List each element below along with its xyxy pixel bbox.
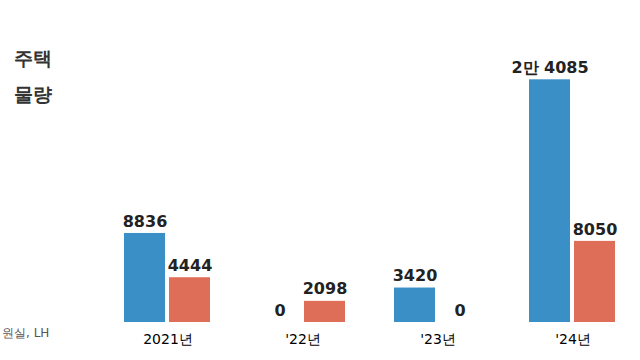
svg-text:'24년: '24년 bbox=[555, 331, 591, 347]
html-text:원실, LH: 원실, LH bbox=[2, 326, 50, 340]
svg-text:0: 0 bbox=[454, 301, 465, 320]
svg-text:2만 4085: 2만 4085 bbox=[511, 58, 588, 77]
svg-text:2098: 2098 bbox=[303, 279, 348, 298]
svg-text:4444: 4444 bbox=[168, 256, 213, 275]
svg-text:2021년: 2021년 bbox=[143, 331, 193, 347]
html-text:주택: 주택 bbox=[14, 47, 52, 69]
svg-text:3420: 3420 bbox=[393, 266, 438, 285]
svg-text:'23년: '23년 bbox=[420, 331, 456, 347]
svg-text:8836: 8836 bbox=[123, 212, 168, 231]
svg-text:'22년: '22년 bbox=[285, 331, 321, 347]
svg-text:0: 0 bbox=[274, 301, 285, 320]
svg-text:8050: 8050 bbox=[573, 220, 618, 239]
html-text:물량: 물량 bbox=[14, 83, 52, 105]
